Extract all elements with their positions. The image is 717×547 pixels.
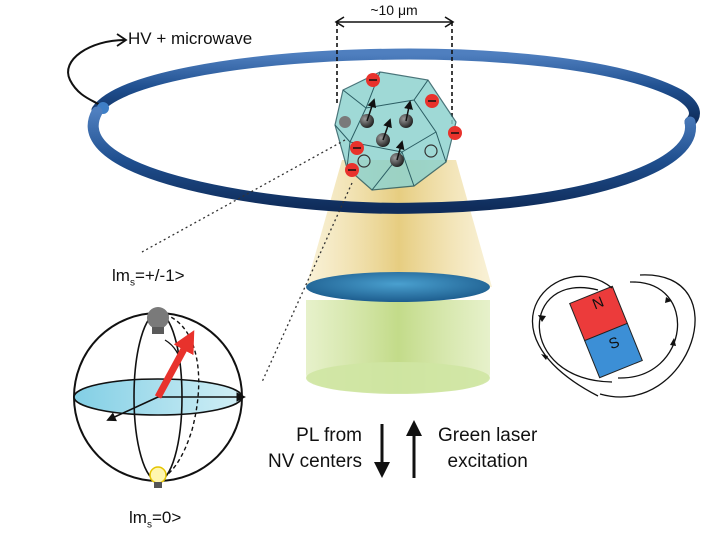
bar-magnet — [569, 285, 643, 379]
pl-arrow-head — [374, 462, 390, 478]
pl-label-line1: PL from — [296, 425, 362, 446]
pl-label-line2: NV centers — [268, 451, 362, 472]
state-bottom-suffix: =0> — [151, 508, 182, 527]
scale-arrow-right — [444, 16, 455, 28]
state-top-prefix: lm — [112, 266, 130, 285]
bloch-sphere — [73, 312, 246, 482]
pl-label: PL from NV centers — [268, 423, 362, 475]
electrons — [345, 73, 462, 177]
state-top-sub: s — [129, 277, 135, 289]
state-bottom-label: lms=0> — [129, 508, 181, 530]
state-top-suffix: =+/-1> — [134, 266, 185, 285]
laser-beam — [306, 160, 492, 287]
excitation-label: Green laser excitation — [438, 423, 537, 475]
magnet-field-lines — [531, 274, 696, 398]
spin-vector — [154, 330, 195, 399]
zoom-line-upper — [141, 139, 346, 253]
ring-back — [91, 48, 700, 128]
lightbulb-off-icon — [147, 307, 169, 334]
excitation-arrow-head — [406, 420, 422, 436]
hv-microwave-label: HV + microwave — [128, 29, 253, 48]
state-bottom-sub: s — [146, 519, 152, 531]
objective-bottom — [306, 362, 490, 394]
lightbulb-on-icon — [149, 466, 167, 488]
excitation-label-line1: Green laser — [438, 425, 538, 446]
state-bottom-prefix: lm — [129, 508, 147, 527]
ring-front — [88, 106, 696, 214]
scale-label: ~10 μm — [370, 2, 418, 18]
field-line-arrowheads — [538, 297, 676, 360]
zoom-line-lower — [261, 182, 353, 383]
scale-arrow-left — [334, 16, 345, 28]
state-top-label: lms=+/-1> — [112, 266, 185, 288]
hv-wire-arrowhead — [116, 33, 128, 47]
excitation-label-line2: excitation — [447, 451, 528, 472]
objective-disc — [306, 272, 490, 302]
nv-centers — [339, 98, 438, 168]
hv-wire — [67, 39, 126, 106]
